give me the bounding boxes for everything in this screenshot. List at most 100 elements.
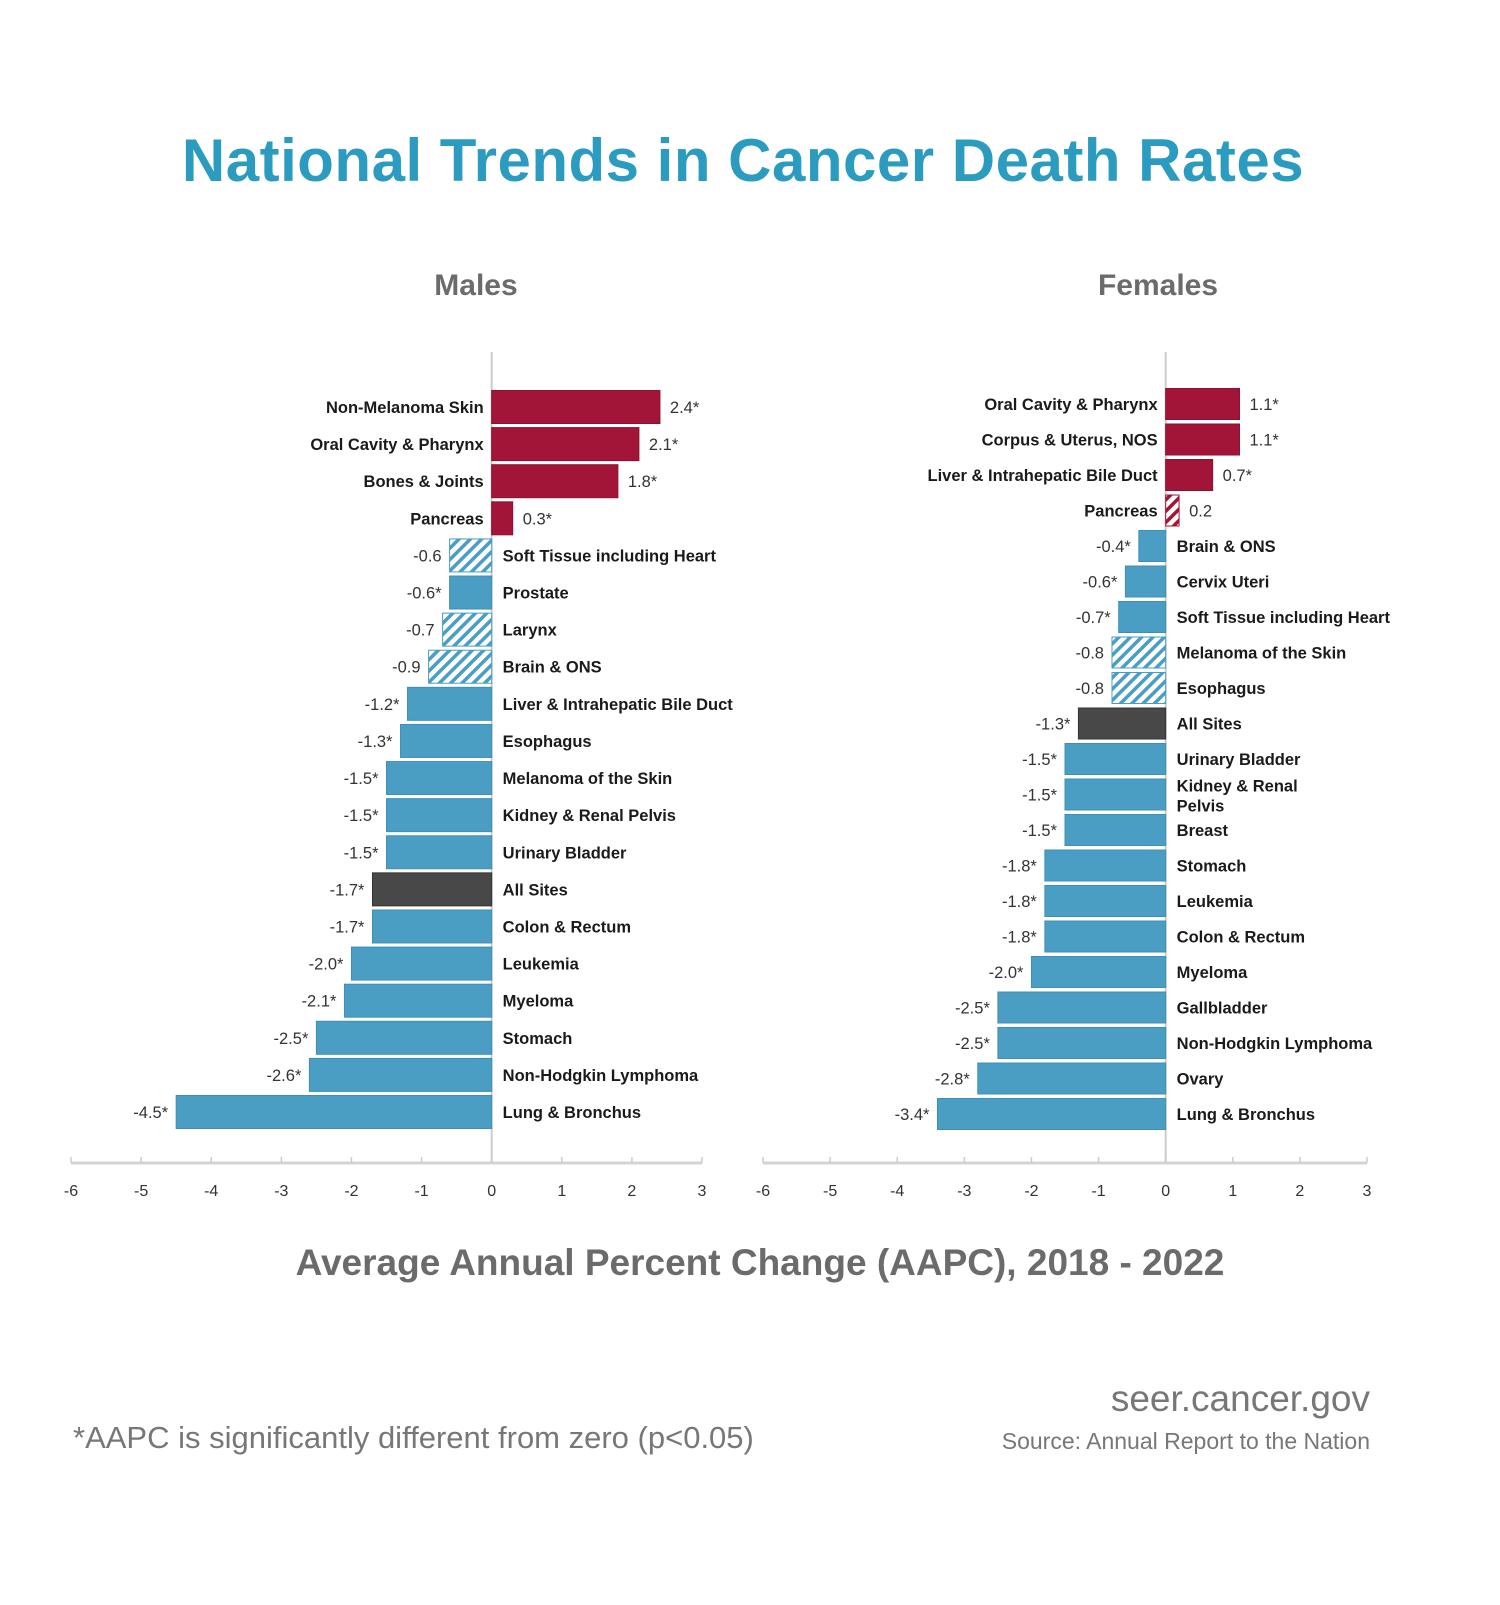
category-label: Pancreas [410,510,483,528]
value-label: -1.3* [1036,716,1071,734]
category-label: Myeloma [1177,964,1248,982]
value-label: -1.8* [1002,893,1037,911]
category-label: Esophagus [503,733,592,751]
value-label: 1.1* [1249,432,1279,450]
value-label: -0.7* [1076,609,1111,627]
bar-colon-rectum [371,909,493,944]
bar-corpus-uterus-nos [1165,423,1240,456]
x-tick-label: -4 [890,1183,904,1200]
x-tick-label: -6 [64,1183,78,1200]
value-label: -1.5* [344,770,379,788]
value-label: 0.2 [1189,503,1212,521]
category-label: Soft Tissue including Heart [1177,609,1391,627]
bar-liver-intrahepatic-bile-duct [1165,459,1214,491]
panel-title: Females [1098,269,1218,302]
x-tick-label: -6 [756,1183,770,1200]
value-label: -1.7* [330,881,365,899]
x-tick-label: 3 [698,1183,707,1200]
bar-soft-tissue-including-heart [449,538,493,573]
category-label: Kidney & Renal Pelvis [503,807,676,825]
x-tick-label: -2 [344,1183,358,1200]
value-label: -2.0* [309,956,344,974]
x-tick-label: -4 [204,1183,218,1200]
value-label: -2.5* [955,1035,990,1053]
value-label: 2.1* [649,436,679,454]
chart-title: National Trends in Cancer Death Rates [181,127,1305,194]
website-link[interactable]: seer.cancer.gov [1110,1378,1370,1419]
bar-all-sites [1077,707,1167,740]
value-label: -1.5* [344,807,379,825]
value-label: -1.5* [1022,787,1057,805]
x-tick-label: 0 [487,1183,496,1200]
category-label: Leukemia [503,956,580,974]
category-label: Non-Hodgkin Lymphoma [1177,1035,1373,1053]
footnote: *AAPC is significantly different from ze… [73,1420,754,1455]
value-label: -2.1* [302,993,337,1011]
bar-melanoma-of-the-skin [386,761,493,796]
bar-melanoma-of-the-skin [1111,636,1167,669]
value-label: -0.9 [392,659,420,677]
x-tick-label: -3 [957,1183,971,1200]
category-label: Non-Melanoma Skin [326,399,484,417]
value-label: -0.6* [1083,574,1118,592]
category-label: Lung & Bronchus [503,1104,641,1122]
category-label: Bones & Joints [364,473,484,491]
bar-myeloma [1030,956,1167,988]
bar-urinary-bladder [386,835,493,870]
bar-bones-joints [491,464,619,499]
value-label: -2.0* [989,964,1024,982]
value-label: 0.3* [523,510,553,528]
bar-liver-intrahepatic-bile-duct [407,686,493,721]
value-label: -0.8 [1076,680,1104,698]
value-label: 2.4* [670,399,700,417]
bar-leukemia [1044,885,1167,917]
category-label: Colon & Rectum [503,918,631,936]
category-label: Kidney & Renal Pelvis [1177,778,1298,816]
value-label: 1.1* [1249,396,1279,414]
bar-pancreas [491,501,514,536]
category-label: Urinary Bladder [503,844,627,862]
bar-oral-cavity-pharynx [491,427,640,462]
x-tick-label: 3 [1363,1183,1372,1200]
bar-non-hodgkin-lymphoma [308,1057,493,1092]
bar-ovary [977,1062,1167,1095]
category-label: Colon & Rectum [1177,929,1305,947]
value-label: -2.8* [935,1071,970,1089]
category-label: Oral Cavity & Pharynx [984,396,1158,414]
value-label: -0.7 [406,622,434,640]
x-axis-title: Average Annual Percent Change (AAPC), 20… [295,1242,1225,1283]
category-label: Lung & Bronchus [1177,1106,1315,1124]
category-label: Urinary Bladder [1177,751,1301,769]
category-label: Pancreas [1084,503,1157,521]
value-label: 1.8* [628,473,658,491]
category-label: Brain & ONS [1177,538,1276,556]
value-label: -0.4* [1096,538,1131,556]
value-label: -0.8 [1076,645,1104,663]
bar-gallbladder [997,991,1167,1024]
bar-oral-cavity-pharynx [1165,388,1240,420]
bar-lung-bronchus [175,1095,493,1129]
category-label: Stomach [1177,858,1247,876]
value-label: -2.6* [267,1067,302,1085]
category-label: Leukemia [1177,893,1254,911]
bar-colon-rectum [1044,920,1167,953]
x-tick-label: 0 [1161,1183,1170,1200]
value-label: -1.5* [1022,751,1057,769]
value-label: -3.4* [895,1106,930,1124]
category-label: Liver & Intrahepatic Bile Duct [928,467,1159,485]
bar-cervix-uteri [1124,565,1167,598]
value-label: -0.6* [407,585,442,603]
bar-esophagus [1111,672,1167,704]
bar-non-melanoma-skin [491,390,661,424]
value-label: -1.8* [1002,858,1037,876]
value-label: -1.2* [365,696,400,714]
value-label: -1.7* [330,918,365,936]
x-tick-label: 2 [1295,1183,1304,1200]
x-tick-label: 1 [1228,1183,1237,1200]
category-label: Gallbladder [1177,1000,1268,1018]
bar-stomach [315,1020,493,1055]
category-label: Breast [1177,822,1229,840]
value-label: -2.5* [274,1030,309,1048]
category-label: Stomach [503,1030,573,1048]
category-label: Non-Hodgkin Lymphoma [503,1067,699,1085]
